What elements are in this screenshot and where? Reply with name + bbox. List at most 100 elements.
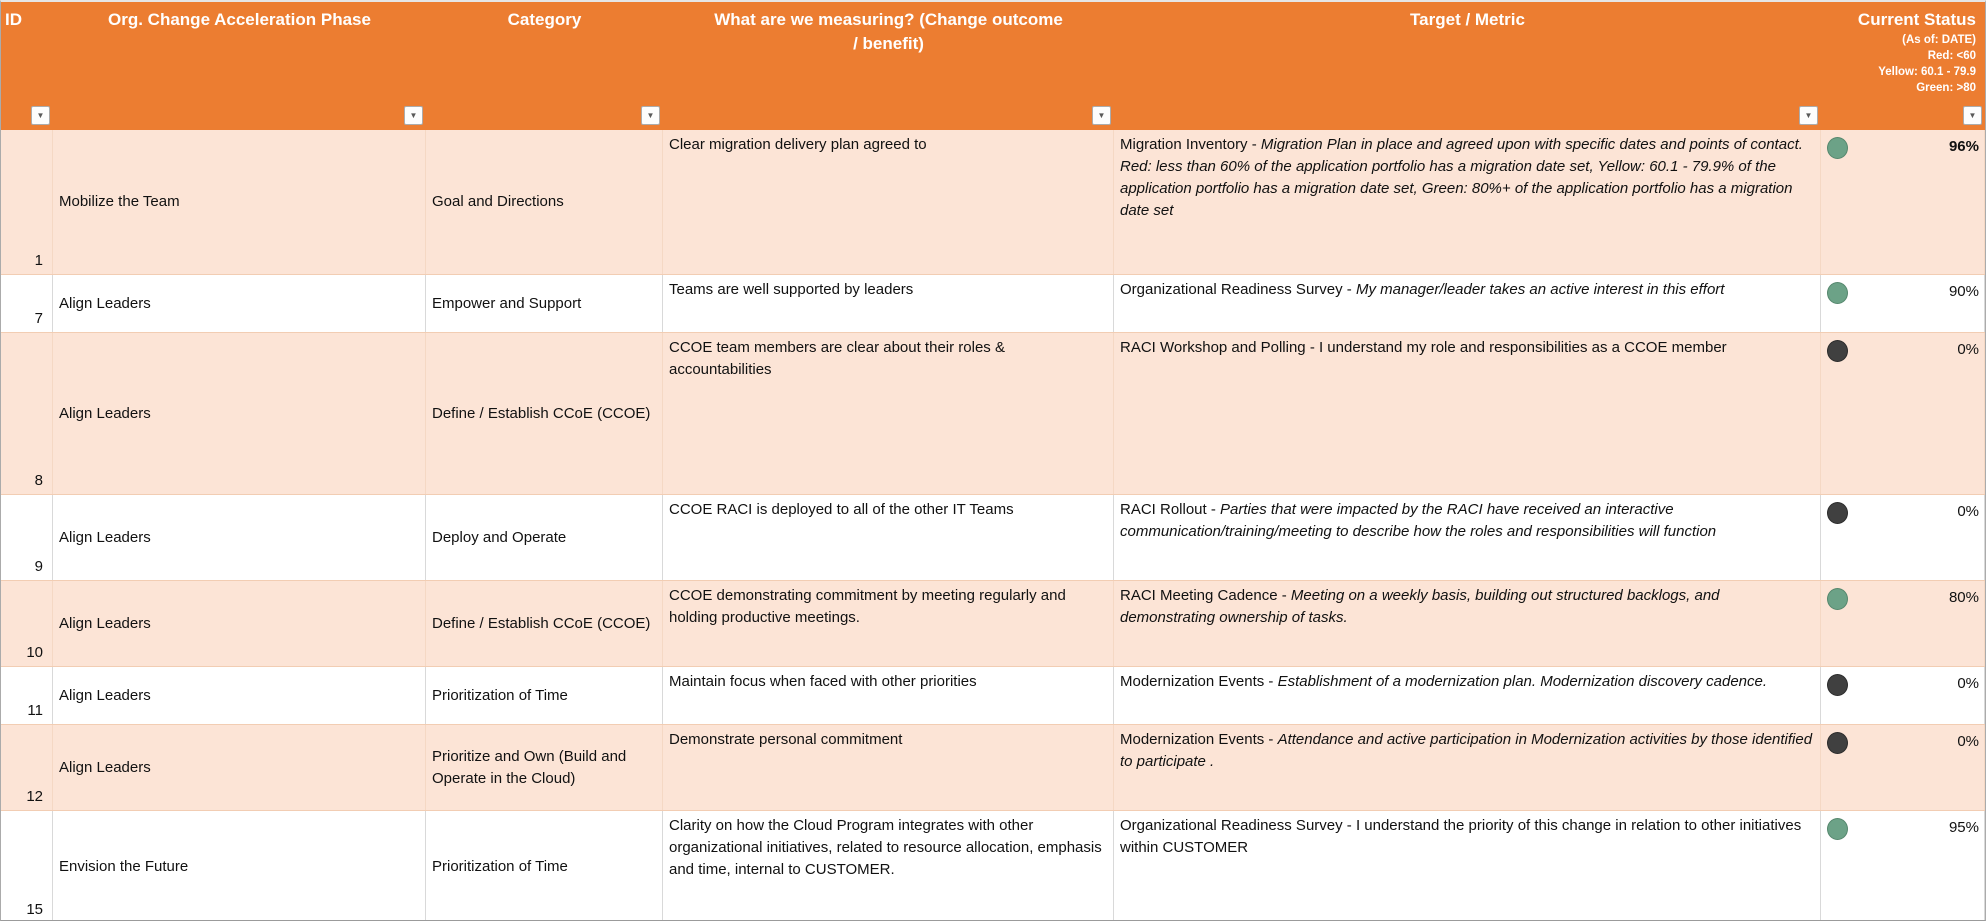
row-id-cell[interactable]: 11	[1, 667, 53, 724]
target-metric-detail: Migration Plan in place and agreed upon …	[1120, 136, 1803, 219]
category-cell[interactable]: Goal and Directions	[426, 130, 663, 274]
measuring-cell[interactable]: Clarity on how the Cloud Program integra…	[663, 811, 1114, 920]
row-id-cell[interactable]: 10	[1, 581, 53, 666]
category-cell[interactable]: Define / Establish CCoE (CCOE)	[426, 333, 663, 494]
target-metric-cell[interactable]: Organizational Readiness Survey - I unde…	[1114, 811, 1821, 920]
target-metric-cell[interactable]: RACI Rollout - Parties that were impacte…	[1114, 495, 1821, 580]
measuring-cell[interactable]: Teams are well supported by leaders	[663, 275, 1114, 332]
target-metric-name: RACI Workshop and Polling - I understand…	[1120, 339, 1727, 356]
header-cell-target-metric[interactable]: Target / Metric ▼	[1114, 2, 1821, 130]
column-title-phase: Org. Change Acceleration Phase	[108, 10, 371, 29]
status-indicator-icon	[1827, 340, 1848, 362]
filter-arrow-icon: ▼	[36, 110, 45, 120]
status-cell[interactable]: 0%	[1821, 667, 1985, 724]
status-percent: 90%	[1948, 283, 1979, 300]
status-percent: 0%	[1957, 675, 1979, 692]
row-id-cell[interactable]: 15	[1, 811, 53, 920]
table-row: 7 Align Leaders Empower and Support Team…	[1, 274, 1985, 332]
measuring-cell[interactable]: Maintain focus when faced with other pri…	[663, 667, 1114, 724]
column-title-measuring: What are we measuring? (Change outcome /…	[714, 10, 1063, 53]
row-id-cell[interactable]: 12	[1, 725, 53, 810]
status-cell[interactable]: 80%	[1821, 581, 1985, 666]
phase-cell[interactable]: Envision the Future	[53, 811, 426, 920]
header-cell-measuring[interactable]: What are we measuring? (Change outcome /…	[663, 2, 1114, 130]
row-id-cell[interactable]: 1	[1, 130, 53, 274]
header-cell-id[interactable]: ID ▼	[1, 2, 53, 130]
target-metric-detail: Meeting on a weekly basis, building out …	[1120, 587, 1720, 626]
status-cell[interactable]: 95%	[1821, 811, 1985, 920]
phase-cell[interactable]: Align Leaders	[53, 275, 426, 332]
status-legend-asof: (As of: DATE)	[1902, 34, 1976, 46]
filter-dropdown-button[interactable]: ▼	[1092, 106, 1111, 125]
target-metric-name: Organizational Readiness Survey -	[1120, 281, 1356, 298]
filter-arrow-icon: ▼	[1968, 110, 1977, 120]
table-header-row: ID ▼ Org. Change Acceleration Phase ▼ Ca…	[1, 2, 1985, 130]
category-cell[interactable]: Prioritization of Time	[426, 667, 663, 724]
filter-dropdown-button[interactable]: ▼	[641, 106, 660, 125]
filter-arrow-icon: ▼	[1804, 110, 1813, 120]
phase-cell[interactable]: Align Leaders	[53, 495, 426, 580]
status-legend-green: Green: >80	[1916, 82, 1976, 94]
table-row: 11 Align Leaders Prioritization of Time …	[1, 666, 1985, 724]
table-row: 15 Envision the Future Prioritization of…	[1, 810, 1985, 920]
target-metric-cell[interactable]: Modernization Events - Establishment of …	[1114, 667, 1821, 724]
measuring-cell[interactable]: CCOE team members are clear about their …	[663, 333, 1114, 494]
category-cell[interactable]: Define / Establish CCoE (CCOE)	[426, 581, 663, 666]
phase-cell[interactable]: Mobilize the Team	[53, 130, 426, 274]
target-metric-detail: Establishment of a modernization plan. M…	[1277, 673, 1768, 690]
target-metric-name: Modernization Events -	[1120, 673, 1278, 690]
phase-cell[interactable]: Align Leaders	[53, 667, 426, 724]
row-id-cell[interactable]: 7	[1, 275, 53, 332]
filter-dropdown-button[interactable]: ▼	[1963, 106, 1982, 125]
filter-dropdown-button[interactable]: ▼	[1799, 106, 1818, 125]
target-metric-cell[interactable]: Modernization Events - Attendance and ac…	[1114, 725, 1821, 810]
status-indicator-icon	[1827, 502, 1848, 524]
row-id-cell[interactable]: 8	[1, 333, 53, 494]
category-cell[interactable]: Empower and Support	[426, 275, 663, 332]
filter-dropdown-button[interactable]: ▼	[31, 106, 50, 125]
target-metric-cell[interactable]: RACI Meeting Cadence - Meeting on a week…	[1114, 581, 1821, 666]
status-cell[interactable]: 0%	[1821, 495, 1985, 580]
target-metric-name: RACI Rollout -	[1120, 501, 1221, 518]
filter-dropdown-button[interactable]: ▼	[404, 106, 423, 125]
measuring-cell[interactable]: Demonstrate personal commitment	[663, 725, 1114, 810]
category-cell[interactable]: Prioritize and Own (Build and Operate in…	[426, 725, 663, 810]
measuring-cell[interactable]: CCOE demonstrating commitment by meeting…	[663, 581, 1114, 666]
table-row: 9 Align Leaders Deploy and Operate CCOE …	[1, 494, 1985, 580]
status-percent: 0%	[1957, 503, 1979, 520]
status-legend-yellow: Yellow: 60.1 - 79.9	[1878, 66, 1976, 78]
target-metric-cell[interactable]: RACI Workshop and Polling - I understand…	[1114, 333, 1821, 494]
target-metric-cell[interactable]: Migration Inventory - Migration Plan in …	[1114, 130, 1821, 274]
target-metric-detail: My manager/leader takes an active intere…	[1355, 281, 1725, 298]
column-title-current-status: Current Status	[1857, 10, 1976, 29]
target-metric-name: Modernization Events -	[1120, 731, 1278, 748]
target-metric-detail: Attendance and active participation in M…	[1120, 731, 1813, 770]
status-cell[interactable]: 0%	[1821, 333, 1985, 494]
column-title-id: ID	[5, 10, 22, 29]
status-cell[interactable]: 90%	[1821, 275, 1985, 332]
status-indicator-icon	[1827, 818, 1848, 840]
category-cell[interactable]: Prioritization of Time	[426, 811, 663, 920]
status-cell[interactable]: 0%	[1821, 725, 1985, 810]
target-metric-cell[interactable]: Organizational Readiness Survey - My man…	[1114, 275, 1821, 332]
header-cell-phase[interactable]: Org. Change Acceleration Phase ▼	[53, 2, 426, 130]
table-row: 8 Align Leaders Define / Establish CCoE …	[1, 332, 1985, 494]
column-title-category: Category	[507, 10, 582, 29]
measuring-cell[interactable]: CCOE RACI is deployed to all of the othe…	[663, 495, 1114, 580]
row-id-cell[interactable]: 9	[1, 495, 53, 580]
status-percent: 0%	[1957, 733, 1979, 750]
status-legend-red: Red: <60	[1927, 50, 1976, 62]
status-percent: 96%	[1948, 138, 1979, 155]
status-percent: 0%	[1957, 341, 1979, 358]
measuring-cell[interactable]: Clear migration delivery plan agreed to	[663, 130, 1114, 274]
category-cell[interactable]: Deploy and Operate	[426, 495, 663, 580]
header-cell-category[interactable]: Category ▼	[426, 2, 663, 130]
status-indicator-icon	[1827, 674, 1848, 696]
header-cell-current-status[interactable]: Current Status (As of: DATE) Red: <60 Ye…	[1821, 2, 1985, 130]
status-cell[interactable]: 96%	[1821, 130, 1985, 274]
target-metric-detail: Parties that were impacted by the RACI h…	[1120, 501, 1717, 540]
phase-cell[interactable]: Align Leaders	[53, 725, 426, 810]
phase-cell[interactable]: Align Leaders	[53, 581, 426, 666]
table-row: 12 Align Leaders Prioritize and Own (Bui…	[1, 724, 1985, 810]
phase-cell[interactable]: Align Leaders	[53, 333, 426, 494]
